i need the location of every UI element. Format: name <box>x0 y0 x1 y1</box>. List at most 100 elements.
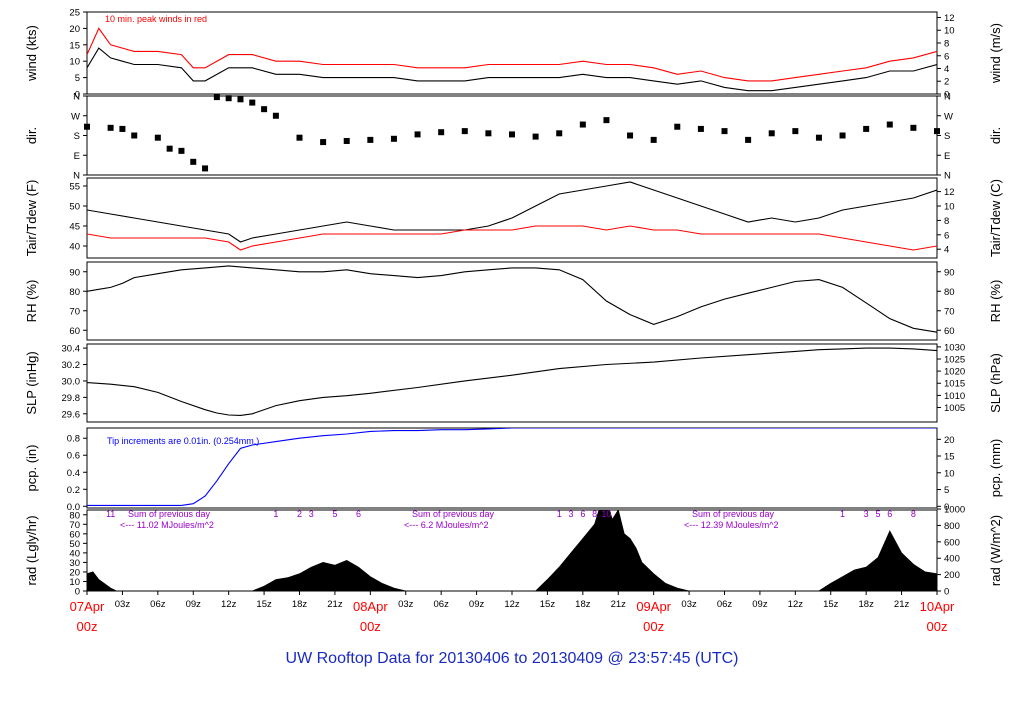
series-direction-point <box>650 136 657 143</box>
day-note-sum: <--- 6.2 MJoules/m^2 <box>404 520 489 530</box>
series-RH-line <box>87 265 937 333</box>
hour-mark-label: 2 <box>297 509 302 519</box>
x-tick-label: 12z <box>504 599 520 610</box>
day-note-sum: <--- 11.02 MJoules/m^2 <box>120 520 214 530</box>
hour-mark-label: 6 <box>580 509 585 519</box>
right-tick-label: 6 <box>944 51 949 62</box>
right-tick-label: 80 <box>944 287 955 298</box>
series-direction-point <box>107 124 114 131</box>
panel-pcp: 0.0 0.2 0.4 0.6 0.8 0 5 10 15 20 pcp. (in) pcp. (mm… <box>24 427 1003 513</box>
left-axis-label: wind (kts) <box>24 25 39 82</box>
hour-mark-label: 6 <box>356 509 361 519</box>
series-direction-point <box>320 139 327 146</box>
panel-slp: 29.6 29.8 30.0 30.2 30.4 10051010101510201025… <box>24 342 1003 423</box>
series-direction-point <box>261 106 268 113</box>
series-direction-point <box>84 123 90 130</box>
series-direction-point <box>119 125 126 132</box>
left-tick-label: 29.6 <box>62 409 81 420</box>
right-tick-label: 12 <box>944 13 955 24</box>
left-tick-label: 30.2 <box>62 360 81 371</box>
series-direction-point <box>249 99 256 106</box>
right-axis-label: rad (W/m^2) <box>988 515 1003 586</box>
left-tick-label: S <box>74 131 80 142</box>
series-direction-point <box>815 134 822 141</box>
panel-frame <box>86 11 938 95</box>
hour-mark-label: 8 <box>592 509 597 519</box>
x-day-label: 07Apr <box>70 599 105 614</box>
right-tick-label: E <box>944 151 950 162</box>
x-tick-label: 09z <box>752 599 768 610</box>
series-direction-point <box>414 131 421 138</box>
panel-frame <box>86 509 938 592</box>
panel-frame <box>86 343 938 423</box>
series-direction-point <box>178 147 185 154</box>
left-tick-label: 50 <box>69 202 80 213</box>
x-tick-label: 15z <box>256 599 272 610</box>
series-direction-point <box>697 125 704 132</box>
series-precip-line <box>87 428 937 506</box>
panel-annotation: Tip increments are 0.01in. (0.254mm.) <box>107 436 259 446</box>
left-tick-label: 70 <box>69 306 80 317</box>
left-tick-label: 45 <box>69 222 80 233</box>
left-tick-label: 10 <box>69 57 80 68</box>
right-tick-label: 2 <box>944 77 949 88</box>
series-wind speed-line <box>87 47 937 92</box>
hour-mark-label: 3 <box>309 509 314 519</box>
x-tick-label: 09z <box>469 599 485 610</box>
panel-annotation: 10 min. peak winds in red <box>105 14 207 24</box>
left-tick-label: 40 <box>69 242 80 253</box>
right-tick-label: 20 <box>944 435 955 446</box>
series-direction-point <box>603 117 610 124</box>
right-axis-label: SLP (hPa) <box>988 353 1003 413</box>
series-direction-point <box>509 131 515 138</box>
right-axis-label: wind (m/s) <box>988 23 1003 84</box>
left-axis-label: dir. <box>24 127 39 144</box>
series-peak-line <box>87 27 937 82</box>
x-tick-label: 12z <box>788 599 804 610</box>
x-day-time: 00z <box>643 619 664 634</box>
series-direction-point <box>579 121 586 128</box>
x-tick-label: 06z <box>434 599 450 610</box>
left-tick-label: 40 <box>69 548 80 559</box>
x-tick-label: 21z <box>327 599 343 610</box>
series-direction-point <box>213 94 220 101</box>
series-direction-point <box>166 145 173 152</box>
x-tick-label: 06z <box>150 599 166 610</box>
right-tick-label: 10 <box>944 468 955 479</box>
panel-frame <box>86 261 938 341</box>
left-tick-label: 60 <box>69 529 80 540</box>
hour-mark-label: 8 <box>911 509 916 519</box>
left-tick-label: 30 <box>69 558 80 569</box>
right-tick-label: 70 <box>944 306 955 317</box>
right-tick-label: 1015 <box>944 379 965 390</box>
right-tick-label: 1000 <box>944 505 965 516</box>
x-tick-label: 03z <box>398 599 414 610</box>
left-axis-label: SLP (inHg) <box>24 351 39 414</box>
right-axis-label: Tair/Tdew (C) <box>988 179 1003 257</box>
left-axis-label: rad (Lgly/hr) <box>24 515 39 585</box>
series-radiation-area <box>87 510 937 591</box>
left-tick-label: 90 <box>69 267 80 278</box>
right-tick-label: 1020 <box>944 367 965 378</box>
x-tick-label: 18z <box>292 599 308 610</box>
series-direction-point <box>131 132 138 139</box>
right-tick-label: 4 <box>944 64 949 75</box>
series-direction-point <box>532 133 539 140</box>
left-tick-label: 10 <box>69 577 80 588</box>
left-tick-label: 20 <box>69 24 80 35</box>
right-tick-label: 1005 <box>944 403 965 414</box>
hour-mark-label: 5 <box>332 509 337 519</box>
x-day-label: 08Apr <box>353 599 388 614</box>
series-direction-point <box>556 130 563 137</box>
panel-rh: 60 70 80 90 60 70 80 90 RH (%) RH (%) <box>24 261 1003 341</box>
right-tick-label: N <box>944 92 951 103</box>
left-tick-label: 80 <box>69 287 80 298</box>
hour-mark-label: 1 <box>840 509 845 519</box>
right-tick-label: 5 <box>944 485 949 496</box>
series-direction-point <box>225 95 232 102</box>
left-tick-label: 15 <box>69 40 80 51</box>
